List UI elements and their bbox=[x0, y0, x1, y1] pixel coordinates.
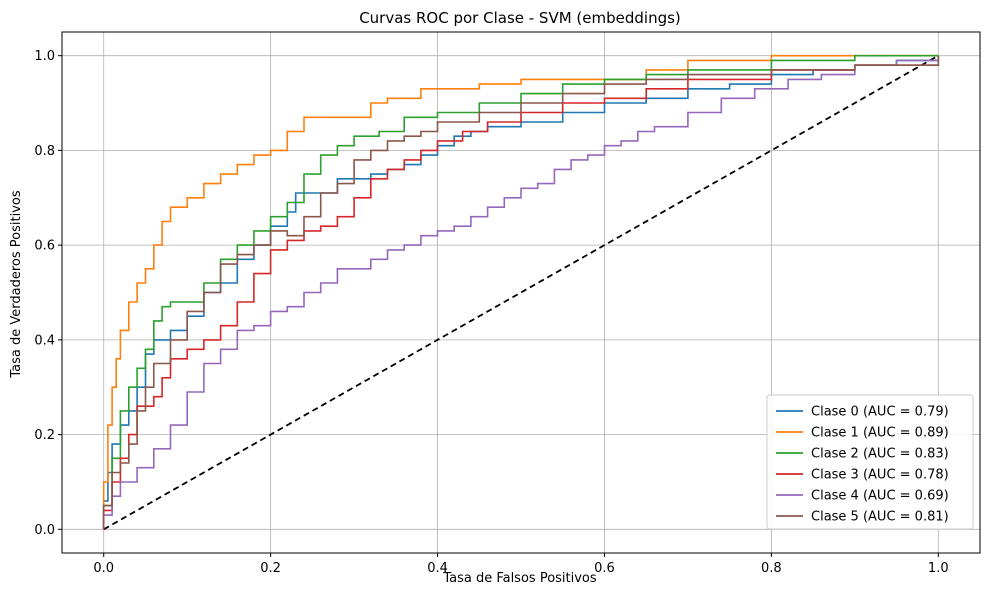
roc-curve-clase-5 bbox=[102, 55, 940, 530]
axis-ticks: 0.0 0.2 0.4 0.6 0.8 1.0 0.0 0.2 0.4 0.6 0.8 1.0 bbox=[34, 49, 948, 576]
y-axis-label: Tasa de Verdaderos Positivos bbox=[9, 190, 24, 378]
y-tick-label: 0.6 bbox=[34, 239, 55, 254]
x-tick-label: 1.0 bbox=[928, 561, 949, 576]
y-tick-label: 1.0 bbox=[34, 49, 55, 64]
x-tick-label: 0.8 bbox=[761, 561, 782, 576]
x-axis-label: Tasa de Falsos Positivos bbox=[442, 571, 597, 586]
series-lines bbox=[102, 54, 940, 530]
y-tick-label: 0.2 bbox=[34, 428, 55, 443]
x-tick-label: 0.2 bbox=[260, 561, 281, 576]
legend-entry: Clase 1 (AUC = 0.89) bbox=[811, 426, 949, 441]
grid bbox=[62, 32, 980, 553]
plot-frame bbox=[61, 31, 981, 554]
roc-curve-clase-4 bbox=[102, 55, 940, 530]
x-tick-label: 0.4 bbox=[427, 561, 448, 576]
roc-curve-clase-3 bbox=[102, 55, 940, 530]
legend-entry: Clase 4 (AUC = 0.69) bbox=[811, 489, 949, 504]
y-tick-label: 0.0 bbox=[34, 523, 55, 538]
legend-entry: Clase 0 (AUC = 0.79) bbox=[811, 405, 949, 420]
y-tick-label: 0.8 bbox=[34, 144, 55, 159]
y-tick-label: 0.4 bbox=[34, 333, 55, 348]
x-tick-label: 0.0 bbox=[93, 561, 114, 576]
x-tick-label: 0.6 bbox=[594, 561, 615, 576]
legend-entry: Clase 5 (AUC = 0.81) bbox=[811, 510, 949, 525]
roc-curve-clase-1 bbox=[102, 54, 939, 530]
legend-entry: Clase 3 (AUC = 0.78) bbox=[811, 468, 949, 483]
legend-entry: Clase 2 (AUC = 0.83) bbox=[811, 447, 949, 462]
roc-curve-clase-2 bbox=[102, 54, 939, 530]
legend-box bbox=[766, 394, 974, 530]
chart-title: Curvas ROC por Clase - SVM (embeddings) bbox=[359, 9, 681, 27]
legend: Clase 0 (AUC = 0.79) Clase 1 (AUC = 0.89)… bbox=[766, 394, 974, 530]
